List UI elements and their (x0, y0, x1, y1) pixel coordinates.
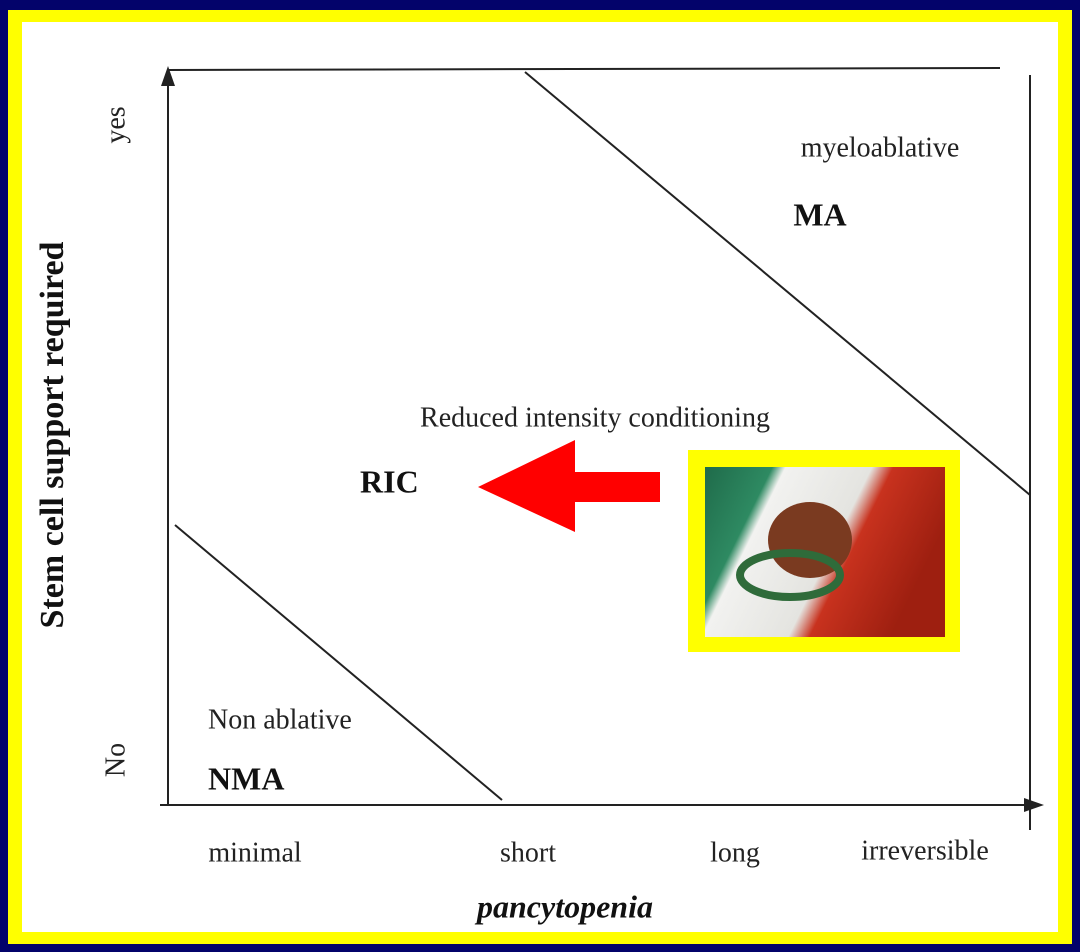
x-axis-label: pancytopenia (474, 888, 653, 924)
top-line (167, 67, 1001, 71)
red-arrow (478, 440, 660, 532)
x-tick: minimal (208, 837, 302, 868)
region-name: Reduced intensity conditioning (420, 402, 770, 433)
x-tick: long (710, 837, 760, 868)
y-axis-label: Stem cell support required (34, 241, 71, 628)
ma-boundary (524, 71, 1031, 496)
flag-wreath (736, 549, 844, 601)
region-abbr: MA (793, 196, 846, 232)
region-name: Non ablative (208, 704, 352, 735)
y-tick: yes (100, 106, 131, 143)
x-tick: short (500, 837, 556, 868)
nma-boundary (174, 524, 503, 801)
y-arrow (161, 66, 175, 86)
y-tick: No (100, 743, 131, 777)
region-abbr: RIC (360, 463, 419, 499)
region-abbr: NMA (208, 760, 284, 796)
region-name: myeloablative (801, 132, 960, 163)
x-arrow (1024, 798, 1044, 812)
x-tick: irreversible (861, 835, 989, 866)
